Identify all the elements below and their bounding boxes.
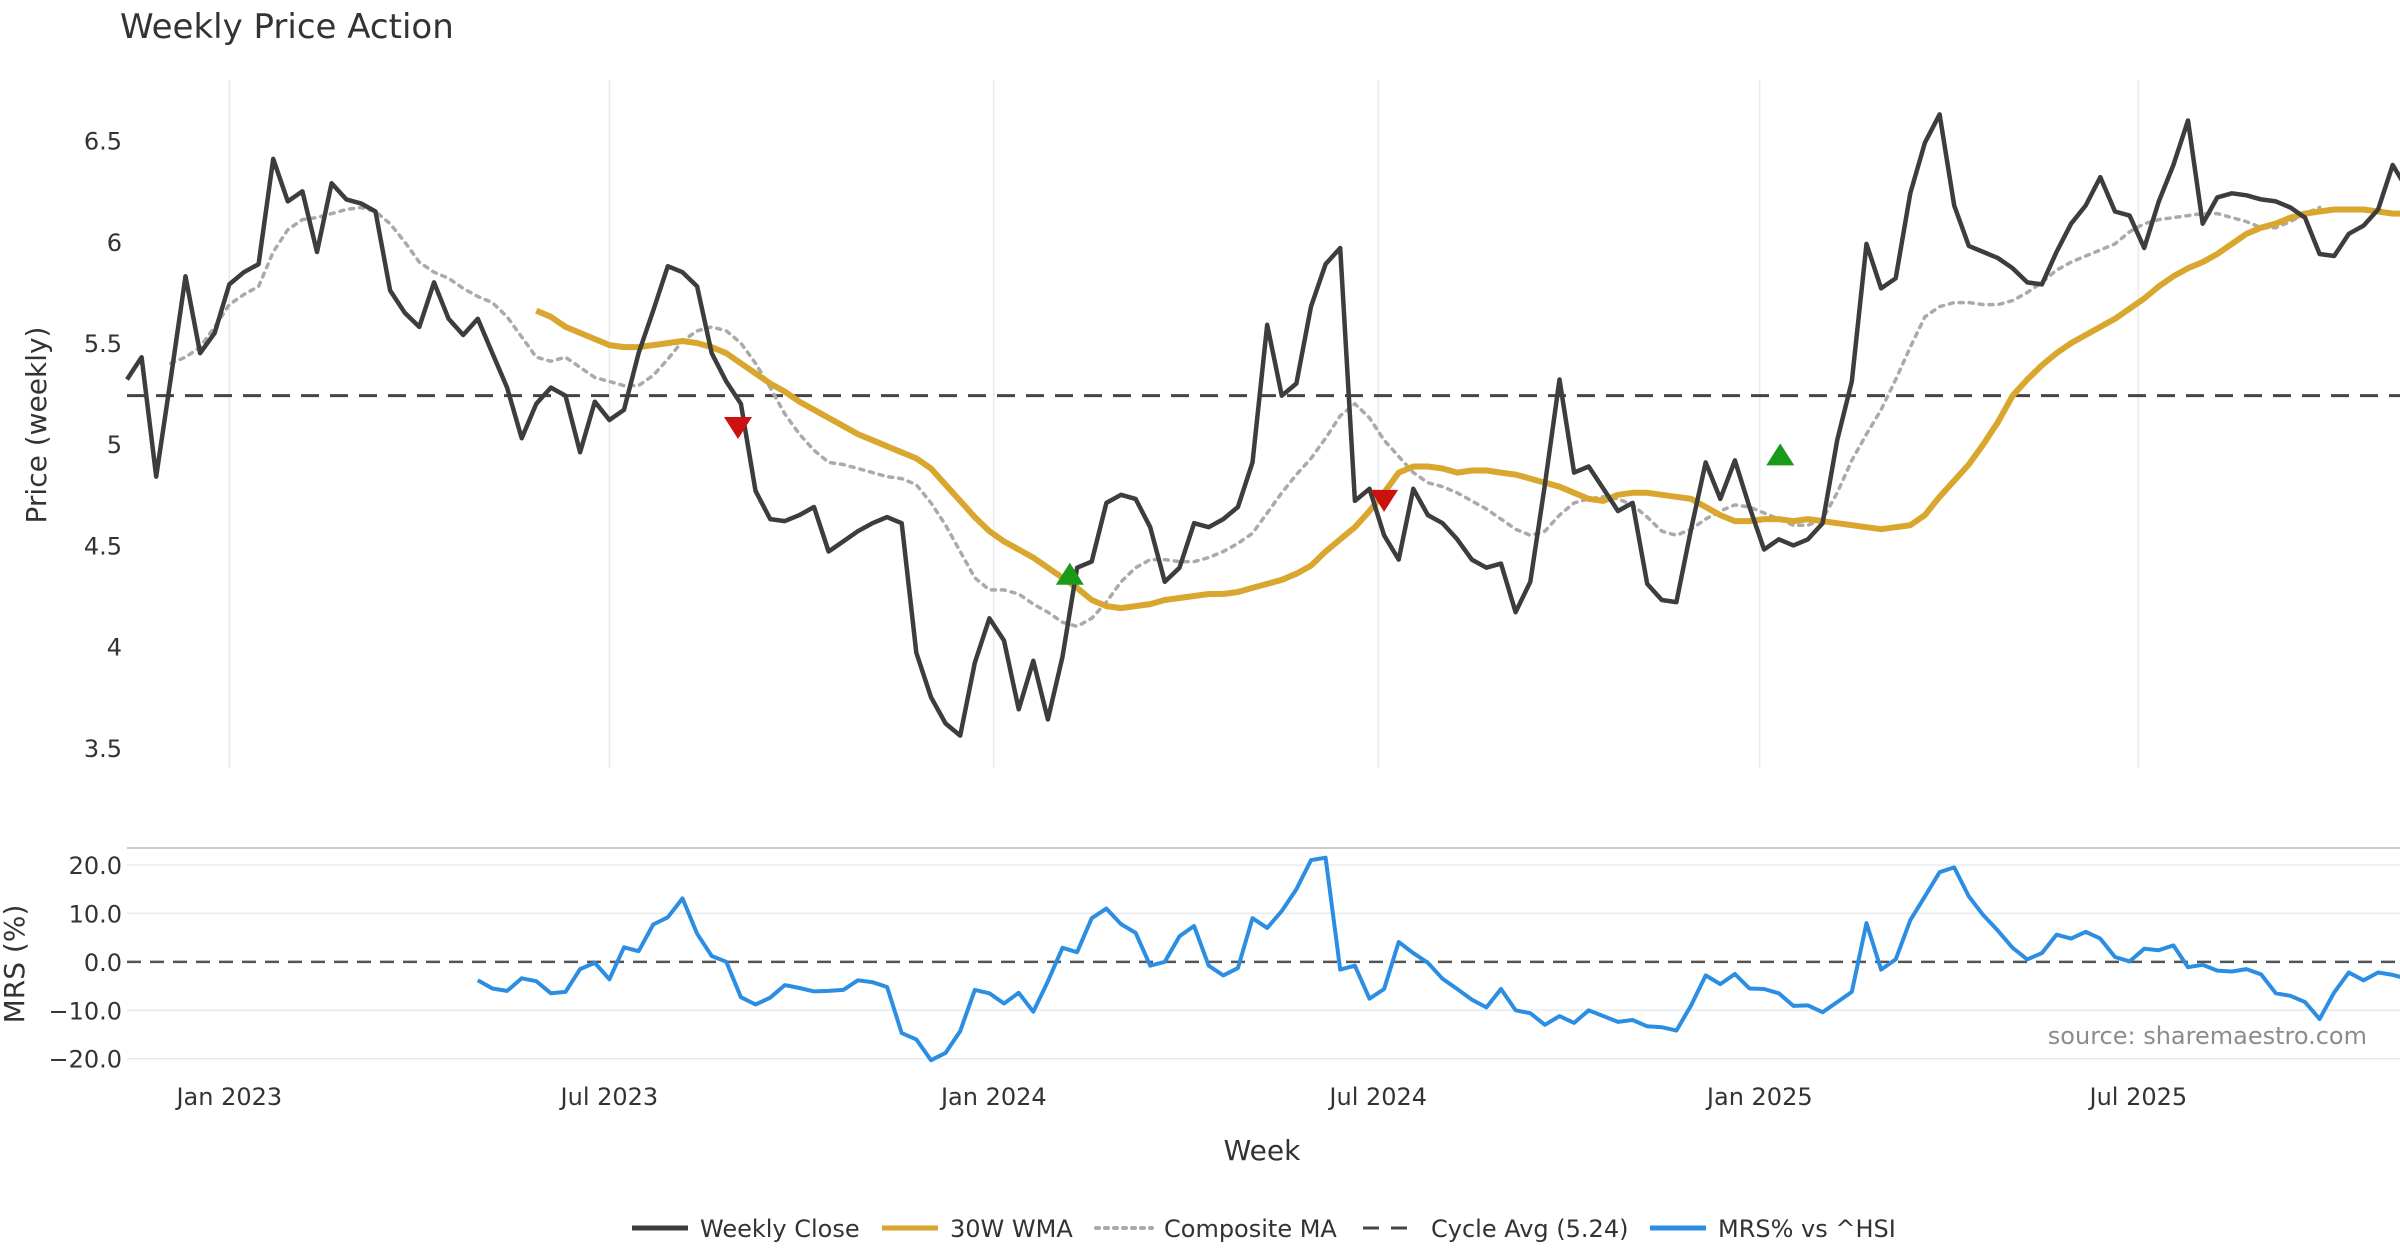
mrs-ytick-label: −20.0 <box>48 1046 122 1074</box>
x-tick-label: Jul 2023 <box>559 1083 659 1111</box>
price-ytick-label: 6.5 <box>84 128 122 156</box>
x-axis-title: Week <box>1224 1134 1301 1167</box>
buy-signal-marker <box>1766 443 1795 466</box>
x-axis: Jan 2023 Jul 2023 Jan 2024 Jul 2024 Jan 2025… <box>174 1083 2187 1111</box>
mrs-y-axis: −20.0 −10.0 0.0 10.0 20.0 <box>48 852 122 1074</box>
price-series <box>125 112 2400 738</box>
legend: Weekly Close 30W WMA Composite MA Cycle Avg… <box>632 1215 1896 1243</box>
weekly-close-line <box>125 112 2400 738</box>
x-tick-label: Jul 2024 <box>1327 1083 1427 1111</box>
price-ytick-label: 5.5 <box>84 330 122 358</box>
mrs-grid <box>127 847 2400 1060</box>
mrs-ytick-label: 0.0 <box>84 949 122 977</box>
signal-markers <box>724 417 1795 585</box>
composite-ma-line <box>169 205 2322 629</box>
price-ytick-label: 5 <box>107 431 122 459</box>
price-ytick-label: 4 <box>107 634 122 662</box>
legend-item-label: Cycle Avg (5.24) <box>1431 1215 1628 1243</box>
sell-signal-marker <box>724 417 753 440</box>
price-ytick-label: 4.5 <box>84 532 122 560</box>
sell-signal-marker <box>1370 489 1399 512</box>
buy-signal-marker <box>1055 562 1084 585</box>
x-tick-label: Jul 2025 <box>2088 1083 2188 1111</box>
x-tick-label: Jan 2025 <box>1705 1083 1813 1111</box>
wma-30w-line <box>535 206 2400 612</box>
mrs-series <box>476 855 2400 1063</box>
legend-item-label: Weekly Close <box>700 1215 860 1243</box>
price-ytick-label: 6 <box>107 229 122 257</box>
x-tick-label: Jan 2024 <box>939 1083 1047 1111</box>
legend-item-label: MRS% vs ^HSI <box>1718 1215 1896 1243</box>
mrs-line <box>476 855 2400 1063</box>
mrs-ytick-label: 10.0 <box>69 900 122 928</box>
legend-item-label: 30W WMA <box>950 1215 1073 1243</box>
source-label: source: sharemaestro.com <box>2048 1022 2367 1050</box>
x-tick-label: Jan 2023 <box>174 1083 282 1111</box>
mrs-y-axis-title: MRS (%) <box>0 905 31 1024</box>
mrs-ytick-label: −10.0 <box>48 997 122 1025</box>
price-ytick-label: 3.5 <box>84 735 122 763</box>
legend-item-label: Composite MA <box>1164 1215 1337 1243</box>
chart-title: Weekly Price Action <box>120 7 454 47</box>
price-y-axis: 3.5 4 4.5 5 5.5 6 6.5 <box>84 128 122 763</box>
mrs-ytick-label: 20.0 <box>69 852 122 880</box>
price-y-axis-title: Price (weekly) <box>20 327 53 524</box>
price-grid <box>228 80 2140 768</box>
